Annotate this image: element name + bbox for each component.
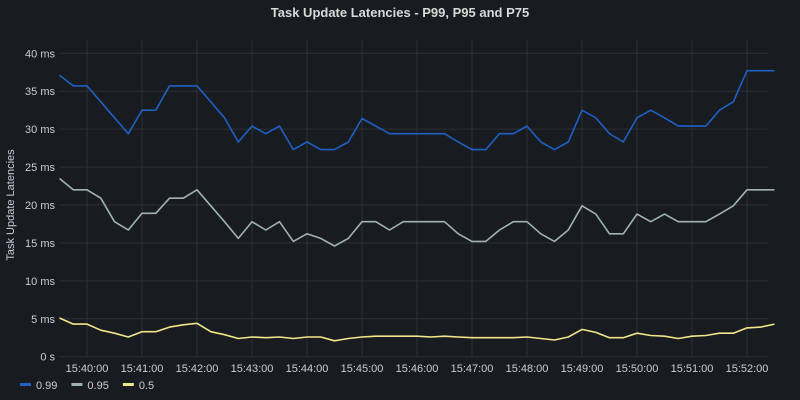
y-tick-label: 35 ms bbox=[25, 86, 55, 98]
y-axis-ticks: 0 s 5 ms 10 ms 15 ms 20 ms 25 ms 30 ms 35 ms 40 … bbox=[25, 48, 55, 363]
grid bbox=[59, 40, 768, 358]
x-tick-label: 15:50:00 bbox=[616, 363, 659, 375]
x-axis-ticks: 15:40:00 15:41:00 15:42:00 15:43:00 15:44:00… bbox=[66, 363, 769, 375]
x-tick-label: 15:51:00 bbox=[671, 363, 714, 375]
series-line-0.5 bbox=[59, 317, 775, 342]
y-tick-label: 15 ms bbox=[25, 238, 55, 250]
legend-label: 0.5 bbox=[139, 380, 154, 392]
y-tick-label: 5 ms bbox=[31, 314, 55, 326]
x-tick-label: 15:40:00 bbox=[66, 363, 109, 375]
y-tick-label: 40 ms bbox=[25, 48, 55, 60]
legend-swatch bbox=[122, 383, 134, 386]
x-tick-label: 15:49:00 bbox=[561, 363, 604, 375]
x-tick-label: 15:46:00 bbox=[396, 363, 439, 375]
series-line-0.95 bbox=[58, 177, 775, 247]
x-tick-label: 15:42:00 bbox=[176, 363, 219, 375]
legend-label: 0.99 bbox=[36, 380, 57, 392]
x-tick-label: 15:52:00 bbox=[726, 363, 769, 375]
y-tick-label: 30 ms bbox=[25, 124, 55, 136]
x-tick-label: 15:44:00 bbox=[286, 363, 329, 375]
legend: 0.99 0.95 0.5 bbox=[20, 380, 154, 392]
x-tick-label: 15:48:00 bbox=[506, 363, 549, 375]
y-tick-label: 25 ms bbox=[25, 162, 55, 174]
x-tick-label: 15:41:00 bbox=[121, 363, 164, 375]
series-lines bbox=[58, 69, 775, 342]
series-line-0.99 bbox=[59, 69, 775, 151]
y-tick-label: 10 ms bbox=[25, 276, 55, 288]
x-tick-label: 15:45:00 bbox=[341, 363, 384, 375]
legend-swatch bbox=[71, 383, 83, 386]
y-tick-label: 0 s bbox=[40, 352, 55, 364]
legend-label: 0.95 bbox=[87, 380, 108, 392]
x-tick-label: 15:47:00 bbox=[451, 363, 494, 375]
chart-title: Task Update Latencies - P99, P95 and P75 bbox=[271, 5, 529, 20]
legend-swatch bbox=[20, 383, 31, 386]
y-tick-label: 20 ms bbox=[25, 200, 55, 212]
y-axis-label: Task Update Latencies bbox=[5, 149, 17, 261]
x-tick-label: 15:43:00 bbox=[231, 363, 274, 375]
